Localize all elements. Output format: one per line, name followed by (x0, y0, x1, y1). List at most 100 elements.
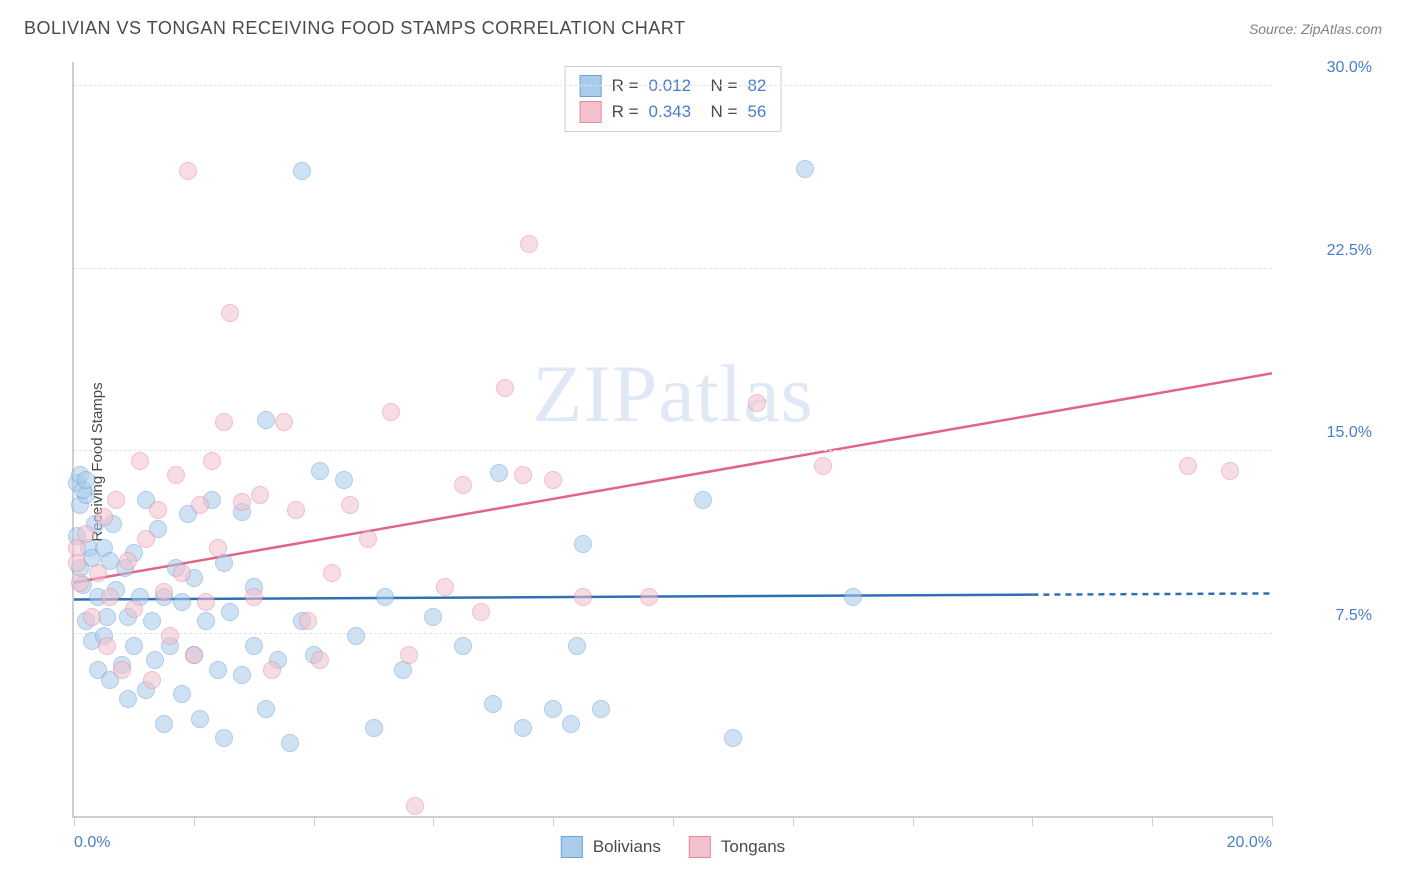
data-point (724, 729, 742, 747)
data-point (245, 588, 263, 606)
data-point (143, 671, 161, 689)
data-point (119, 690, 137, 708)
data-point (347, 627, 365, 645)
data-point (167, 466, 185, 484)
data-point (257, 700, 275, 718)
data-point (149, 501, 167, 519)
data-point (281, 734, 299, 752)
data-point (233, 493, 251, 511)
data-point (77, 471, 95, 489)
data-point (179, 162, 197, 180)
x-tick (1152, 816, 1153, 826)
data-point (454, 637, 472, 655)
data-point (125, 637, 143, 655)
data-point (592, 700, 610, 718)
y-tick-label: 15.0% (1282, 424, 1372, 442)
y-tick-label: 30.0% (1282, 59, 1372, 77)
data-point (113, 661, 131, 679)
trend-lines (74, 62, 1272, 816)
x-tick (553, 816, 554, 826)
stat-r-series2: 0.343 (649, 102, 692, 122)
data-point (221, 603, 239, 621)
data-point (748, 394, 766, 412)
data-point (215, 729, 233, 747)
legend-label-series2: Tongans (721, 837, 785, 857)
stat-n-series2: 56 (747, 102, 766, 122)
data-point (209, 539, 227, 557)
data-point (209, 661, 227, 679)
data-point (424, 608, 442, 626)
data-point (640, 588, 658, 606)
data-point (454, 476, 472, 494)
source-label: Source: ZipAtlas.com (1249, 21, 1382, 37)
data-point (98, 637, 116, 655)
x-tick-label: 0.0% (74, 834, 110, 852)
data-point (71, 574, 89, 592)
data-point (562, 715, 580, 733)
chart-title: BOLIVIAN VS TONGAN RECEIVING FOOD STAMPS… (24, 18, 685, 39)
data-point (173, 564, 191, 582)
data-point (311, 462, 329, 480)
data-point (173, 593, 191, 611)
data-point (406, 797, 424, 815)
data-point (155, 583, 173, 601)
gridline (74, 450, 1272, 451)
data-point (107, 491, 125, 509)
data-point (376, 588, 394, 606)
x-tick (74, 816, 75, 826)
watermark: ZIPatlas (532, 347, 813, 441)
data-point (796, 160, 814, 178)
x-tick (1032, 816, 1033, 826)
data-point (251, 486, 269, 504)
x-tick-label: 20.0% (1227, 834, 1272, 852)
data-point (335, 471, 353, 489)
data-point (185, 646, 203, 664)
data-point (119, 552, 137, 570)
data-point (1179, 457, 1197, 475)
data-point (143, 612, 161, 630)
legend-swatch-series2 (689, 836, 711, 858)
data-point (263, 661, 281, 679)
data-point (131, 452, 149, 470)
data-point (287, 501, 305, 519)
data-point (257, 411, 275, 429)
data-point (568, 637, 586, 655)
data-point (233, 666, 251, 684)
data-point (215, 413, 233, 431)
data-point (203, 452, 221, 470)
swatch-series2 (580, 101, 602, 123)
trend-line (74, 373, 1272, 582)
data-point (323, 564, 341, 582)
data-point (311, 651, 329, 669)
data-point (197, 612, 215, 630)
legend-item-series2: Tongans (689, 836, 785, 858)
data-point (365, 719, 383, 737)
data-point (89, 564, 107, 582)
data-point (191, 496, 209, 514)
data-point (137, 530, 155, 548)
gridline (74, 633, 1272, 634)
x-tick (194, 816, 195, 826)
data-point (341, 496, 359, 514)
data-point (544, 471, 562, 489)
data-point (514, 466, 532, 484)
data-point (694, 491, 712, 509)
data-point (173, 685, 191, 703)
data-point (844, 588, 862, 606)
legend-label-series1: Bolivians (593, 837, 661, 857)
y-tick-label: 22.5% (1282, 242, 1372, 260)
x-tick (314, 816, 315, 826)
trend-line (74, 595, 1032, 600)
data-point (146, 651, 164, 669)
trend-line (1032, 593, 1272, 594)
data-point (221, 304, 239, 322)
data-point (484, 695, 502, 713)
data-point (436, 578, 454, 596)
x-tick (673, 816, 674, 826)
legend-item-series1: Bolivians (561, 836, 661, 858)
data-point (83, 608, 101, 626)
data-point (299, 612, 317, 630)
data-point (574, 588, 592, 606)
stats-row-series2: R = 0.343 N = 56 (570, 99, 777, 125)
data-point (77, 525, 95, 543)
